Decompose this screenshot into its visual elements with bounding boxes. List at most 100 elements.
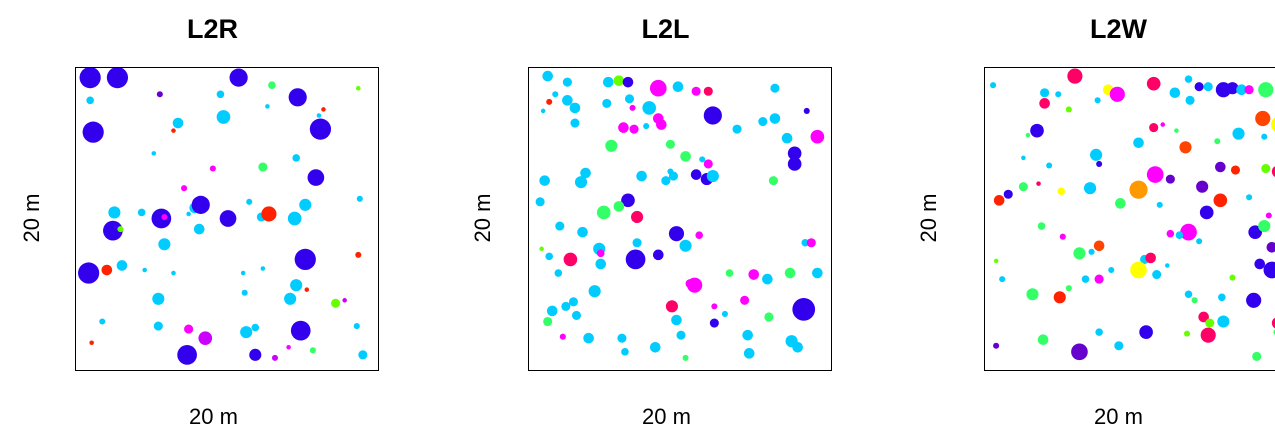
data-point: [803, 107, 810, 114]
data-point: [356, 195, 363, 202]
data-point: [307, 169, 325, 186]
data-point: [577, 226, 588, 238]
data-point: [748, 269, 760, 280]
data-point: [268, 81, 276, 89]
data-point: [569, 102, 581, 114]
data-point: [649, 79, 667, 97]
data-point: [1152, 270, 1162, 280]
data-point: [642, 101, 657, 115]
data-point: [290, 320, 311, 341]
data-point: [101, 264, 113, 276]
data-point: [629, 124, 639, 134]
data-point: [1146, 166, 1164, 183]
data-point: [1255, 110, 1271, 127]
data-point: [1271, 117, 1275, 132]
data-point: [1071, 343, 1088, 361]
data-point: [193, 223, 205, 235]
data-point: [543, 316, 553, 327]
data-point: [703, 159, 713, 169]
data-point: [82, 121, 104, 143]
data-point: [1198, 311, 1209, 323]
data-point: [186, 211, 191, 217]
data-point: [595, 258, 607, 270]
data-point: [198, 331, 213, 346]
data-point: [158, 238, 171, 251]
data-point: [249, 348, 262, 361]
data-point: [685, 279, 695, 289]
data-point: [668, 226, 685, 242]
data-point: [625, 249, 646, 270]
data-point: [1203, 82, 1213, 92]
data-point: [1200, 327, 1216, 343]
data-point: [1165, 174, 1175, 184]
data-point: [665, 300, 678, 313]
data-point: [1094, 274, 1104, 284]
data-point: [1169, 87, 1181, 99]
data-point: [309, 118, 332, 140]
data-point: [709, 318, 719, 328]
chart-title: L2W: [1090, 14, 1147, 44]
data-point: [602, 76, 614, 88]
data-point: [1093, 240, 1105, 252]
data-point: [1046, 162, 1053, 169]
data-point: [602, 98, 612, 108]
data-point: [240, 326, 253, 339]
data-point: [699, 156, 706, 163]
data-point: [1083, 182, 1097, 195]
data-point: [545, 252, 553, 261]
data-point: [812, 267, 823, 279]
data-point: [1094, 97, 1101, 104]
data-point: [787, 146, 802, 161]
data-point: [1205, 318, 1215, 328]
data-point: [1263, 261, 1275, 279]
data-point: [161, 213, 168, 221]
data-point: [1156, 201, 1163, 208]
data-point: [1055, 91, 1062, 98]
data-point: [1226, 82, 1239, 95]
data-point: [613, 75, 625, 86]
data-point: [1065, 285, 1072, 292]
data-point: [613, 201, 625, 212]
data-point: [1133, 137, 1144, 149]
data-point: [1185, 95, 1195, 105]
points-group: [78, 67, 368, 365]
data-point: [1149, 123, 1159, 133]
data-point: [539, 175, 550, 186]
data-point: [792, 298, 816, 321]
data-point: [1258, 82, 1274, 98]
data-point: [629, 104, 636, 111]
data-point: [583, 332, 594, 344]
data-point: [561, 301, 571, 311]
data-point: [624, 94, 635, 104]
data-point: [1025, 132, 1031, 138]
data-point: [172, 117, 184, 129]
plot-area: [984, 67, 1275, 371]
data-point: [184, 324, 194, 334]
data-point: [546, 98, 553, 105]
data-point: [1266, 241, 1275, 253]
data-point: [661, 176, 671, 186]
data-point: [1129, 180, 1148, 199]
data-point: [787, 157, 802, 171]
data-point: [153, 321, 163, 331]
data-point: [1248, 225, 1263, 239]
data-point: [1067, 68, 1083, 84]
data-point: [265, 104, 270, 109]
data-point: [106, 67, 129, 89]
data-point: [1114, 341, 1124, 351]
data-point: [596, 249, 605, 258]
data-point: [271, 354, 279, 361]
data-point: [309, 347, 316, 354]
data-point: [1246, 194, 1253, 201]
data-point: [1139, 325, 1153, 339]
data-point: [1073, 247, 1086, 260]
data-point: [229, 68, 248, 87]
data-point: [316, 113, 322, 118]
data-point: [219, 210, 237, 227]
data-point: [631, 210, 644, 224]
data-point: [622, 76, 634, 88]
data-point: [1145, 252, 1156, 264]
data-point: [643, 123, 650, 130]
data-point: [260, 266, 266, 271]
data-point: [137, 208, 146, 217]
